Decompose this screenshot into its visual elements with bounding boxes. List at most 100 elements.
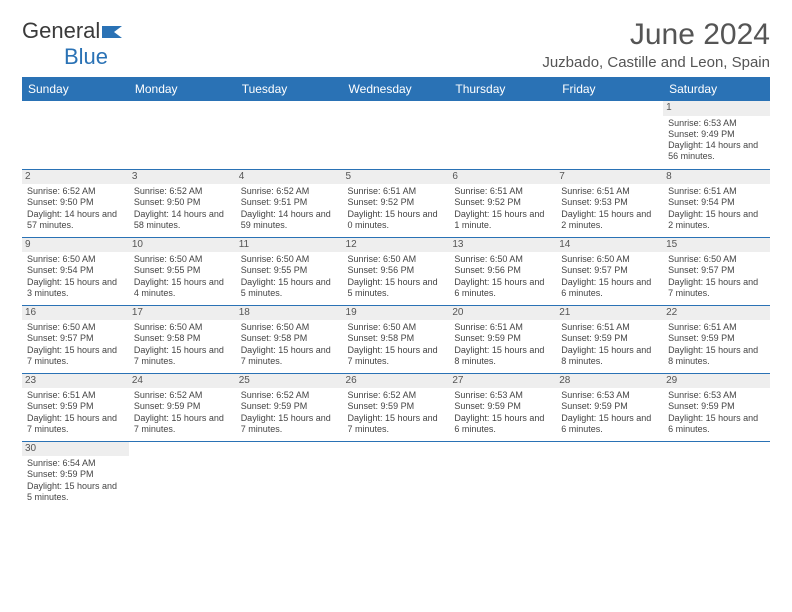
daylight-text: Daylight: 14 hours and 56 minutes. xyxy=(668,140,765,163)
calendar-table: Sunday Monday Tuesday Wednesday Thursday… xyxy=(22,77,770,509)
day-number: 13 xyxy=(449,238,556,253)
sunset-text: Sunset: 9:59 PM xyxy=(27,401,124,412)
sunset-text: Sunset: 9:57 PM xyxy=(27,333,124,344)
day-cell xyxy=(449,101,556,169)
day-number: 26 xyxy=(343,374,450,389)
day-number: 9 xyxy=(22,238,129,253)
day-cell: 1Sunrise: 6:53 AMSunset: 9:49 PMDaylight… xyxy=(663,101,770,169)
sunset-text: Sunset: 9:58 PM xyxy=(134,333,231,344)
logo-text-1: General xyxy=(22,18,100,43)
sunset-text: Sunset: 9:59 PM xyxy=(561,401,658,412)
daylight-text: Daylight: 15 hours and 2 minutes. xyxy=(561,209,658,232)
sunset-text: Sunset: 9:55 PM xyxy=(241,265,338,276)
sunset-text: Sunset: 9:55 PM xyxy=(134,265,231,276)
day-cell: 9Sunrise: 6:50 AMSunset: 9:54 PMDaylight… xyxy=(22,237,129,305)
location: Juzbado, Castille and Leon, Spain xyxy=(542,54,770,71)
day-number: 5 xyxy=(343,170,450,185)
sunrise-text: Sunrise: 6:52 AM xyxy=(241,390,338,401)
day-number: 12 xyxy=(343,238,450,253)
title-block: June 2024 Juzbado, Castille and Leon, Sp… xyxy=(542,18,770,71)
sunset-text: Sunset: 9:51 PM xyxy=(241,197,338,208)
day-cell: 29Sunrise: 6:53 AMSunset: 9:59 PMDayligh… xyxy=(663,373,770,441)
day-cell xyxy=(663,441,770,509)
sunset-text: Sunset: 9:59 PM xyxy=(241,401,338,412)
logo: GeneralBlue xyxy=(22,18,124,70)
day-cell: 12Sunrise: 6:50 AMSunset: 9:56 PMDayligh… xyxy=(343,237,450,305)
sunrise-text: Sunrise: 6:52 AM xyxy=(348,390,445,401)
daylight-text: Daylight: 14 hours and 58 minutes. xyxy=(134,209,231,232)
sunset-text: Sunset: 9:56 PM xyxy=(348,265,445,276)
sunrise-text: Sunrise: 6:52 AM xyxy=(241,186,338,197)
day-cell: 28Sunrise: 6:53 AMSunset: 9:59 PMDayligh… xyxy=(556,373,663,441)
sunrise-text: Sunrise: 6:53 AM xyxy=(668,390,765,401)
week-row: 16Sunrise: 6:50 AMSunset: 9:57 PMDayligh… xyxy=(22,305,770,373)
day-header: Saturday xyxy=(663,77,770,101)
daylight-text: Daylight: 15 hours and 5 minutes. xyxy=(348,277,445,300)
sunset-text: Sunset: 9:59 PM xyxy=(454,401,551,412)
day-cell: 30Sunrise: 6:54 AMSunset: 9:59 PMDayligh… xyxy=(22,441,129,509)
daylight-text: Daylight: 15 hours and 7 minutes. xyxy=(241,345,338,368)
day-cell xyxy=(449,441,556,509)
sunrise-text: Sunrise: 6:52 AM xyxy=(134,186,231,197)
day-cell: 21Sunrise: 6:51 AMSunset: 9:59 PMDayligh… xyxy=(556,305,663,373)
sunrise-text: Sunrise: 6:54 AM xyxy=(27,458,124,469)
sunset-text: Sunset: 9:59 PM xyxy=(27,469,124,480)
day-cell: 5Sunrise: 6:51 AMSunset: 9:52 PMDaylight… xyxy=(343,169,450,237)
day-number: 21 xyxy=(556,306,663,321)
sunrise-text: Sunrise: 6:50 AM xyxy=(454,254,551,265)
day-cell: 13Sunrise: 6:50 AMSunset: 9:56 PMDayligh… xyxy=(449,237,556,305)
day-header: Wednesday xyxy=(343,77,450,101)
daylight-text: Daylight: 15 hours and 6 minutes. xyxy=(454,413,551,436)
daylight-text: Daylight: 15 hours and 1 minute. xyxy=(454,209,551,232)
day-cell: 19Sunrise: 6:50 AMSunset: 9:58 PMDayligh… xyxy=(343,305,450,373)
week-row: 23Sunrise: 6:51 AMSunset: 9:59 PMDayligh… xyxy=(22,373,770,441)
sunset-text: Sunset: 9:54 PM xyxy=(27,265,124,276)
day-cell xyxy=(343,101,450,169)
sunrise-text: Sunrise: 6:53 AM xyxy=(561,390,658,401)
day-header: Thursday xyxy=(449,77,556,101)
sunset-text: Sunset: 9:50 PM xyxy=(27,197,124,208)
week-row: 2Sunrise: 6:52 AMSunset: 9:50 PMDaylight… xyxy=(22,169,770,237)
daylight-text: Daylight: 15 hours and 7 minutes. xyxy=(348,345,445,368)
header: GeneralBlue June 2024 Juzbado, Castille … xyxy=(22,18,770,71)
sunset-text: Sunset: 9:52 PM xyxy=(454,197,551,208)
day-cell: 16Sunrise: 6:50 AMSunset: 9:57 PMDayligh… xyxy=(22,305,129,373)
day-cell xyxy=(236,441,343,509)
day-number: 23 xyxy=(22,374,129,389)
daylight-text: Daylight: 15 hours and 6 minutes. xyxy=(561,277,658,300)
sunrise-text: Sunrise: 6:50 AM xyxy=(134,322,231,333)
day-number: 8 xyxy=(663,170,770,185)
week-row: 30Sunrise: 6:54 AMSunset: 9:59 PMDayligh… xyxy=(22,441,770,509)
sunrise-text: Sunrise: 6:52 AM xyxy=(134,390,231,401)
day-cell: 8Sunrise: 6:51 AMSunset: 9:54 PMDaylight… xyxy=(663,169,770,237)
daylight-text: Daylight: 14 hours and 59 minutes. xyxy=(241,209,338,232)
day-cell: 14Sunrise: 6:50 AMSunset: 9:57 PMDayligh… xyxy=(556,237,663,305)
day-number: 10 xyxy=(129,238,236,253)
sunrise-text: Sunrise: 6:50 AM xyxy=(27,254,124,265)
day-number: 4 xyxy=(236,170,343,185)
day-number: 1 xyxy=(663,101,770,116)
daylight-text: Daylight: 15 hours and 4 minutes. xyxy=(134,277,231,300)
sunset-text: Sunset: 9:59 PM xyxy=(134,401,231,412)
day-cell: 18Sunrise: 6:50 AMSunset: 9:58 PMDayligh… xyxy=(236,305,343,373)
sunrise-text: Sunrise: 6:50 AM xyxy=(561,254,658,265)
day-number: 25 xyxy=(236,374,343,389)
flag-icon xyxy=(102,18,124,44)
sunrise-text: Sunrise: 6:50 AM xyxy=(134,254,231,265)
day-number: 6 xyxy=(449,170,556,185)
week-row: 1Sunrise: 6:53 AMSunset: 9:49 PMDaylight… xyxy=(22,101,770,169)
day-cell: 3Sunrise: 6:52 AMSunset: 9:50 PMDaylight… xyxy=(129,169,236,237)
day-header: Monday xyxy=(129,77,236,101)
daylight-text: Daylight: 15 hours and 0 minutes. xyxy=(348,209,445,232)
sunrise-text: Sunrise: 6:50 AM xyxy=(348,322,445,333)
logo-text-2: Blue xyxy=(64,44,108,69)
daylight-text: Daylight: 15 hours and 7 minutes. xyxy=(134,345,231,368)
day-cell: 27Sunrise: 6:53 AMSunset: 9:59 PMDayligh… xyxy=(449,373,556,441)
day-header: Friday xyxy=(556,77,663,101)
daylight-text: Daylight: 15 hours and 7 minutes. xyxy=(27,413,124,436)
day-number: 18 xyxy=(236,306,343,321)
sunrise-text: Sunrise: 6:52 AM xyxy=(27,186,124,197)
sunrise-text: Sunrise: 6:51 AM xyxy=(27,390,124,401)
sunset-text: Sunset: 9:59 PM xyxy=(454,333,551,344)
sunrise-text: Sunrise: 6:53 AM xyxy=(454,390,551,401)
